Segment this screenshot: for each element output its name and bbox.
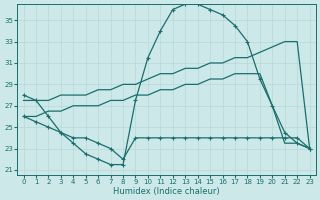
X-axis label: Humidex (Indice chaleur): Humidex (Indice chaleur) (113, 187, 220, 196)
